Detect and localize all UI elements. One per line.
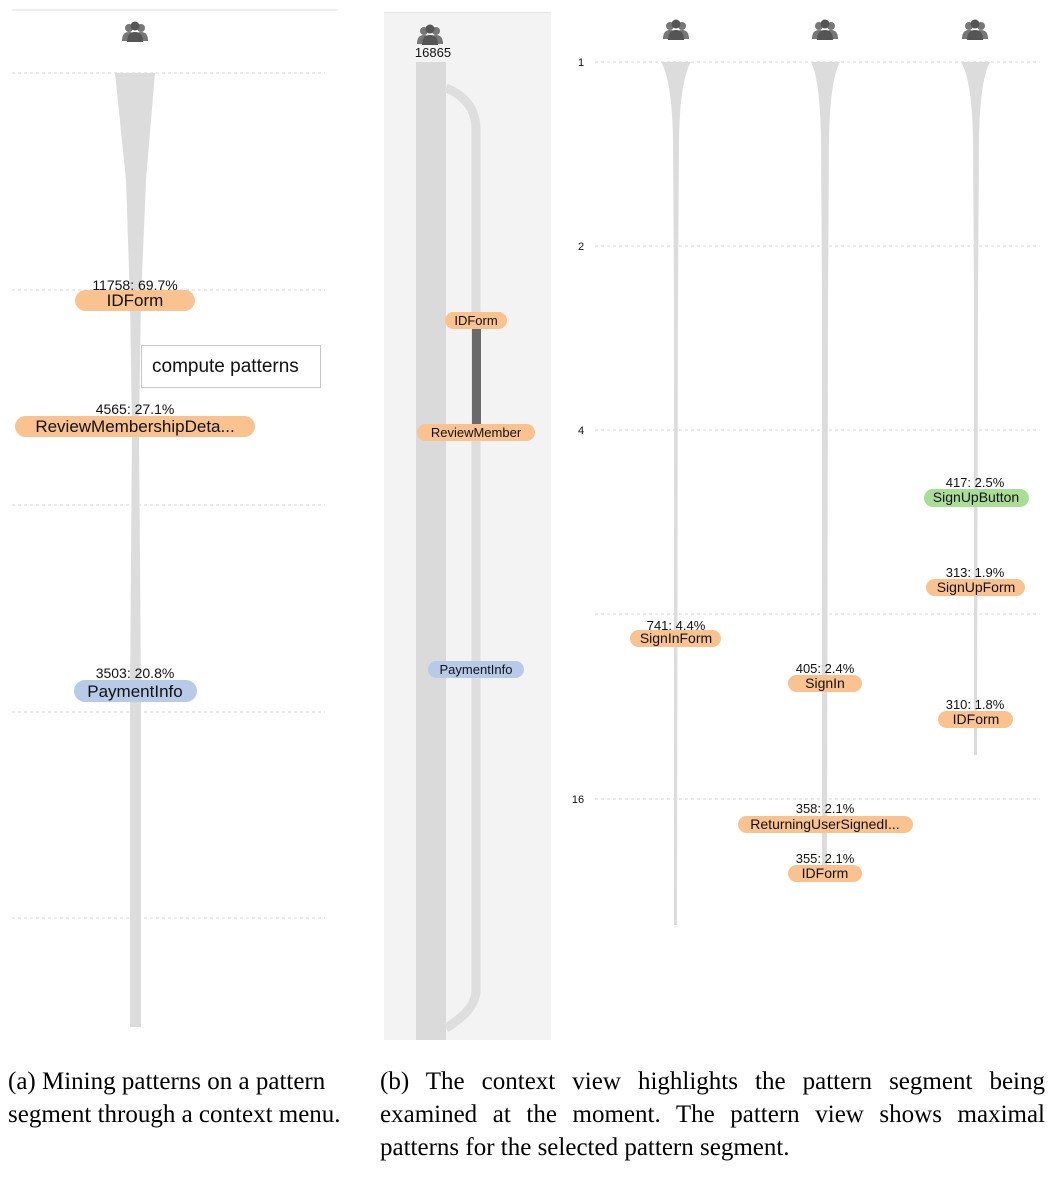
node-pill[interactable]: [738, 816, 913, 833]
users-icon: [663, 19, 689, 40]
node-label: SignInForm: [640, 630, 712, 646]
pattern-node-a-2[interactable]: 3503: 20.8% PaymentInfo: [74, 665, 197, 702]
node-pill[interactable]: [630, 630, 721, 647]
node-pill[interactable]: [788, 865, 862, 882]
node-pill[interactable]: [428, 661, 524, 678]
node-label: ReviewMember: [431, 425, 522, 440]
pattern-stream-col2: [811, 62, 840, 880]
node-pill[interactable]: [74, 680, 197, 702]
axis-tick: 16: [572, 794, 584, 806]
caption-b: (b) The context view highlights the patt…: [380, 1068, 1045, 1161]
node-count-label: 355: 2.1%: [796, 851, 855, 866]
node-count-label: 3503: 20.8%: [96, 665, 175, 681]
pattern-stream-a: [115, 73, 155, 1027]
node-label: IDForm: [802, 865, 849, 881]
menu-item-compute-patterns[interactable]: compute patterns: [152, 356, 299, 377]
node-label: PaymentInfo: [440, 662, 513, 677]
node-label: SignUpButton: [933, 489, 1019, 505]
axis-ticks: 1 2 4 16: [572, 57, 584, 806]
pattern-node-c1-0[interactable]: 741: 4.4% SignInForm: [630, 618, 721, 647]
axis-tick: 4: [578, 425, 584, 437]
pattern-node-c3-0[interactable]: 417: 2.5% SignUpButton: [924, 475, 1029, 507]
context-node-2[interactable]: PaymentInfo: [428, 661, 524, 678]
node-count-label: 417: 2.5%: [946, 475, 1005, 490]
node-count-label: 741: 4.4%: [647, 618, 706, 633]
node-pill[interactable]: [15, 416, 255, 437]
gridlines-a: [12, 72, 325, 919]
node-count-label: 358: 2.1%: [796, 801, 855, 816]
pattern-node-c2-0[interactable]: 405: 2.4% SignIn: [788, 661, 862, 692]
node-label: ReturningUserSignedI...: [750, 816, 899, 832]
context-menu[interactable]: compute patterns: [141, 345, 321, 388]
node-pill[interactable]: [788, 675, 862, 692]
context-main-stream: [416, 62, 446, 1040]
node-count-label: 405: 2.4%: [796, 661, 855, 676]
pattern-node-c2-2[interactable]: 355: 2.1% IDForm: [788, 851, 862, 882]
node-pill[interactable]: [445, 312, 507, 329]
node-label: ReviewMembershipDeta...: [35, 417, 234, 436]
node-pill[interactable]: [938, 711, 1013, 728]
highlighted-segment: [472, 325, 481, 430]
node-count-label: 313: 1.9%: [946, 565, 1005, 580]
context-node-0[interactable]: IDForm: [445, 312, 507, 329]
node-label: IDForm: [454, 313, 497, 328]
users-icon: [122, 21, 148, 42]
node-label: IDForm: [107, 291, 164, 310]
users-icon: [812, 19, 838, 40]
column-icons: [663, 19, 988, 40]
context-node-1[interactable]: ReviewMember: [417, 424, 535, 441]
pattern-node-a-0[interactable]: 11758: 69.7% IDForm: [75, 277, 195, 311]
node-label: SignIn: [805, 675, 845, 691]
pattern-stream-col1: [661, 62, 691, 925]
axis-tick: 2: [578, 241, 584, 253]
node-pill[interactable]: [75, 290, 195, 311]
context-branch-stream: [443, 83, 481, 1032]
pattern-node-c2-1[interactable]: 358: 2.1% ReturningUserSignedI...: [738, 801, 913, 833]
node-label: SignUpForm: [937, 579, 1016, 595]
axis-tick: 1: [578, 57, 584, 69]
node-label: PaymentInfo: [87, 682, 182, 701]
pattern-view: 1 2 4 16 741: 4.4% SignInForm 405: 2.4% …: [572, 19, 1040, 925]
pattern-node-c3-1[interactable]: 313: 1.9% SignUpForm: [926, 565, 1025, 596]
total-count: 16865: [415, 45, 451, 60]
panel-a: 11758: 69.7% IDForm 4565: 27.1% ReviewMe…: [12, 9, 337, 1027]
node-pill[interactable]: [417, 424, 535, 441]
node-count-label: 11758: 69.7%: [92, 277, 177, 293]
node-count-label: 4565: 27.1%: [96, 401, 175, 417]
node-pill[interactable]: [926, 579, 1025, 596]
pattern-node-c3-2[interactable]: 310: 1.8% IDForm: [938, 697, 1013, 728]
node-label: IDForm: [953, 711, 1000, 727]
node-pill[interactable]: [924, 489, 1029, 507]
context-view: 16865 IDForm ReviewMember PaymentInfo: [384, 12, 551, 1040]
pattern-node-a-1[interactable]: 4565: 27.1% ReviewMembershipDeta...: [15, 401, 255, 437]
node-count-label: 310: 1.8%: [946, 697, 1005, 712]
caption-a: (a) Mining patterns on a pattern segment…: [8, 1068, 341, 1128]
users-icon: [962, 19, 988, 40]
pattern-stream-col3: [961, 62, 990, 755]
